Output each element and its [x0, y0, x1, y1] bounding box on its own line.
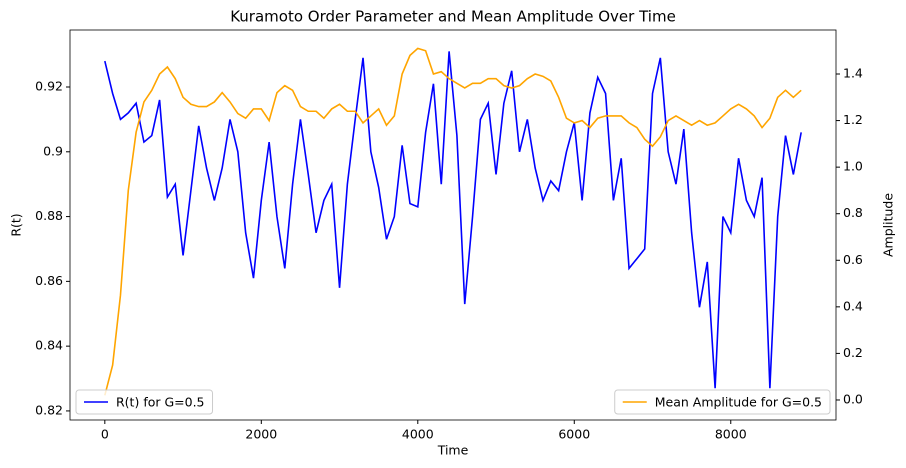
x-axis-label: Time	[437, 443, 469, 458]
y2-tick-label: 0.4	[843, 298, 863, 313]
y-tick-label: 0.92	[35, 79, 63, 94]
x-tick-label: 0	[101, 427, 109, 442]
y-tick-label: 0.86	[35, 273, 63, 288]
chart-title: Kuramoto Order Parameter and Mean Amplit…	[230, 8, 676, 26]
y-tick-label: 0.88	[35, 208, 63, 223]
x-tick-label: 6000	[558, 427, 590, 442]
x-tick-label: 4000	[402, 427, 434, 442]
plot-frame	[69, 29, 837, 421]
y-tick-label: 0.9	[43, 143, 63, 158]
y2-tick-label: 0.2	[843, 345, 863, 360]
x-tick-label: 8000	[715, 427, 747, 442]
y2-axis-label: Amplitude	[881, 193, 896, 257]
y-tick-label: 0.84	[35, 338, 63, 353]
y2-tick-label: 1.0	[843, 159, 863, 174]
y2-tick-label: 0.6	[843, 252, 863, 267]
y2-tick-label: 0.0	[843, 391, 863, 406]
series-line	[104, 47, 802, 396]
legend-box	[75, 389, 214, 415]
legend-label: Mean Amplitude for G=0.5	[655, 395, 822, 410]
x-tick-label: 2000	[245, 427, 277, 442]
y2-tick-label: 1.2	[843, 112, 863, 127]
y-axis-label: R(t)	[9, 213, 24, 236]
y-tick-label: 0.82	[35, 402, 63, 417]
y2-tick-label: 0.8	[843, 205, 863, 220]
legend: Mean Amplitude for G=0.5	[614, 389, 831, 415]
series-line	[104, 51, 802, 389]
y2-tick-label: 1.4	[843, 66, 863, 81]
legend-label: R(t) for G=0.5	[116, 395, 205, 410]
legend: R(t) for G=0.5	[75, 389, 214, 415]
legend-box	[614, 389, 831, 415]
